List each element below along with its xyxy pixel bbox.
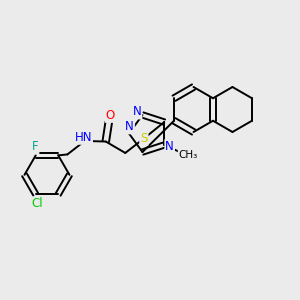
- Text: CH₃: CH₃: [179, 150, 198, 160]
- Text: S: S: [140, 132, 148, 145]
- Text: F: F: [32, 140, 38, 154]
- Text: N: N: [133, 106, 141, 118]
- Text: HN: HN: [74, 131, 92, 144]
- Text: O: O: [106, 109, 115, 122]
- Text: N: N: [165, 140, 174, 153]
- Text: N: N: [125, 120, 134, 134]
- Text: Cl: Cl: [32, 197, 43, 210]
